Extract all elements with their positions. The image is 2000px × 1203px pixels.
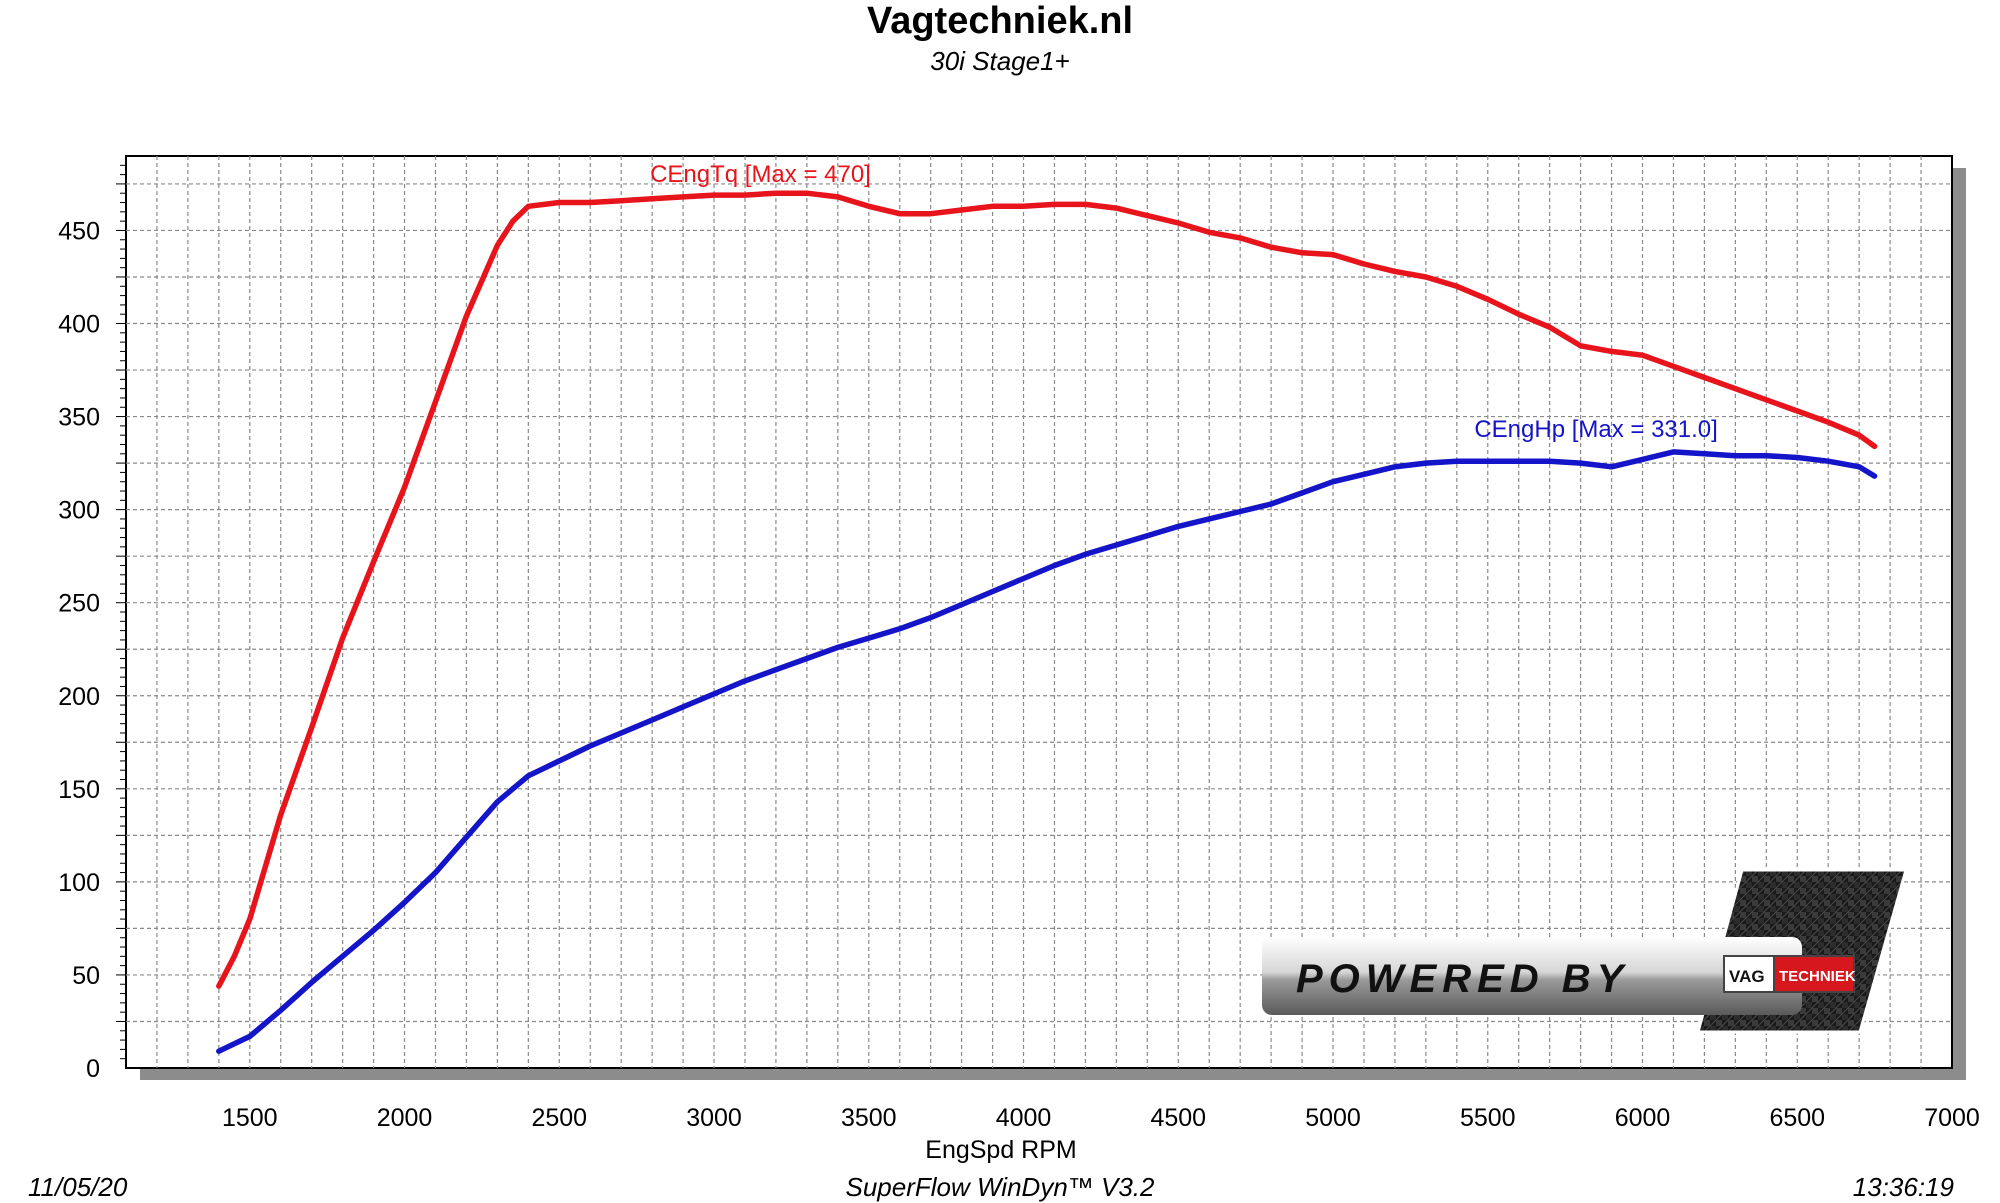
footer-time: 13:36:19 — [1852, 1172, 1954, 1202]
series-label-cengtq: CEngTq [Max = 470] — [650, 161, 871, 188]
x-axis-label: EngSpd RPM — [925, 1136, 1076, 1164]
x-tick-label: 5500 — [1460, 1104, 1516, 1132]
y-tick-label: 300 — [58, 497, 100, 525]
chart-subtitle: 30i Stage1+ — [930, 46, 1070, 76]
x-tick-label: 4000 — [996, 1104, 1052, 1132]
x-tick-label: 6500 — [1769, 1104, 1825, 1132]
logo-silver-bar — [1262, 937, 1802, 1015]
x-tick-label: 5000 — [1305, 1104, 1361, 1132]
x-tick-label: 3000 — [686, 1104, 742, 1132]
logo-powered-by-text: POWERED BY — [1296, 957, 1629, 1001]
axes: 0 50 100 150 200 250 300 350 400 450 1500 2000 2500 3… — [58, 164, 1980, 1164]
plot-area — [125, 155, 1953, 1069]
y-tick-label: 350 — [58, 404, 100, 432]
x-tick-label: 3500 — [841, 1104, 897, 1132]
x-tick-label: 7000 — [1924, 1104, 1980, 1132]
footer-date: 11/05/20 — [28, 1172, 128, 1202]
y-tick-label: 0 — [86, 1055, 100, 1083]
x-tick-label: 2000 — [377, 1104, 433, 1132]
x-tick-label: 4500 — [1150, 1104, 1206, 1132]
x-tick-label: 1500 — [222, 1104, 278, 1132]
y-tick-label: 200 — [58, 683, 100, 711]
x-tick-label: 2500 — [531, 1104, 587, 1132]
y-tick-label: 50 — [72, 962, 100, 990]
series-layer: CEngTq [Max = 470] CEngHp [Max = 331.0] — [216, 161, 1878, 1054]
footer-software: SuperFlow WinDyn™ V3.2 — [845, 1172, 1155, 1202]
series-label-cenghp: CEngHp [Max = 331.0] — [1474, 416, 1717, 443]
logo-brand-left-box — [1723, 955, 1775, 993]
series-line-cenghp — [216, 449, 1878, 1054]
logo-brand-right: TECHNIEK — [1779, 968, 1856, 985]
powered-by-logo: POWERED BY VAG TECHNIEK — [1262, 868, 1908, 1034]
logo-brand-right-box — [1773, 955, 1855, 993]
chart-title: Vagtechniek.nl — [866, 0, 1134, 42]
series-line-cengtq — [216, 190, 1878, 989]
y-tick-label: 250 — [58, 590, 100, 618]
y-tick-label: 100 — [58, 869, 100, 897]
y-tick-label: 150 — [58, 776, 100, 804]
y-tick-label: 400 — [58, 311, 100, 339]
x-tick-label: 6000 — [1615, 1104, 1671, 1132]
y-tick-label: 450 — [58, 217, 100, 245]
logo-brand-left: VAG — [1729, 967, 1765, 986]
